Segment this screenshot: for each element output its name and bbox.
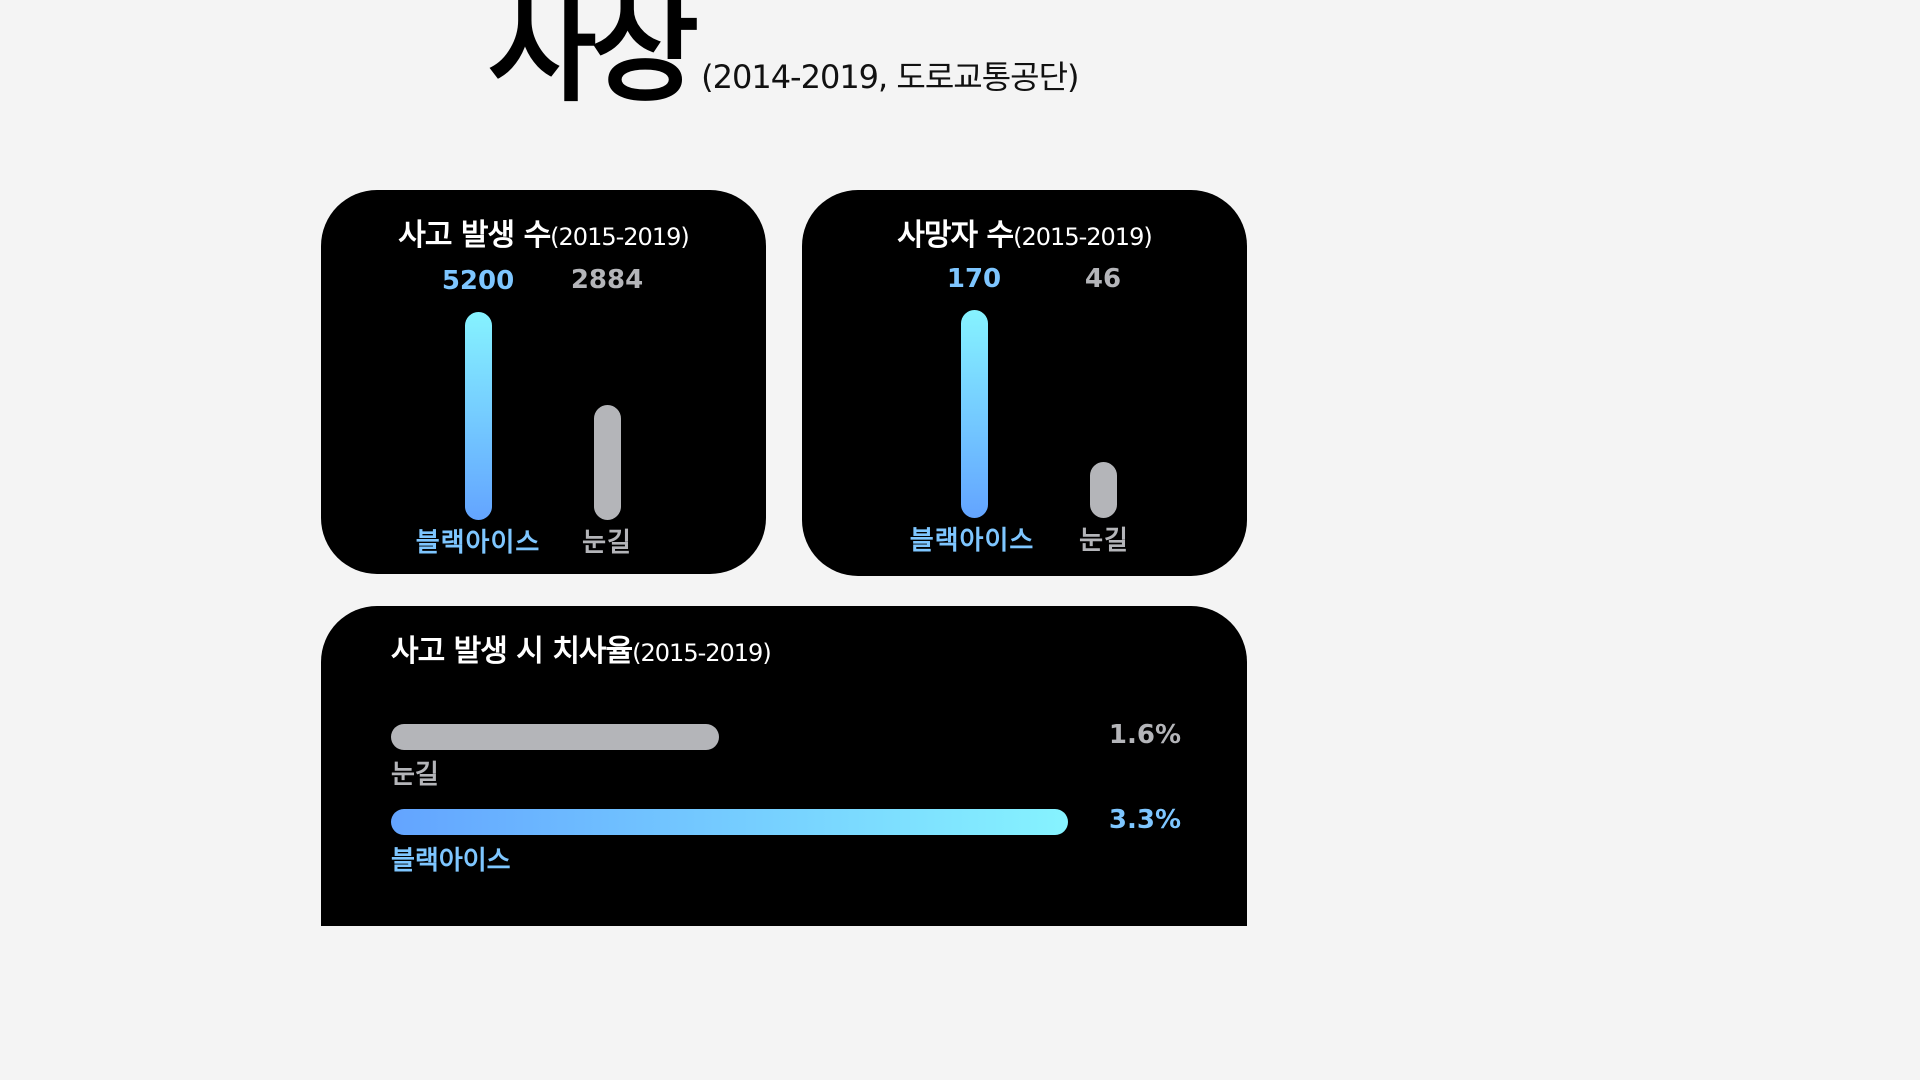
accident-count-category-snow-road: 눈길 (582, 528, 632, 558)
death-count-bar-black-ice (961, 310, 988, 518)
accident-count-bar-black-ice (465, 312, 492, 520)
fatality-rate-title-period: (2015-2019) (632, 639, 772, 667)
accident-count-title-period: (2015-2019) (550, 223, 690, 251)
accident-count-title: 사고 발생 수(2015-2019) (321, 210, 766, 254)
accident-count-card: 사고 발생 수(2015-2019) 5200 2884 블랙아이스 눈길 (321, 190, 766, 574)
accident-count-bar-snow-road (594, 405, 621, 520)
fatality-rate-value-black-ice: 3.3% (1108, 805, 1181, 835)
death-count-value-snow-road: 46 (1084, 264, 1122, 294)
accident-count-value-snow-road: 2884 (570, 265, 644, 295)
accident-count-value-black-ice: 5200 (441, 266, 515, 296)
death-count-title-period: (2015-2019) (1013, 223, 1153, 251)
accident-count-category-black-ice: 블랙아이스 (415, 528, 541, 558)
death-count-title-main: 사망자 수 (897, 218, 1014, 253)
death-count-category-snow-road: 눈길 (1079, 526, 1129, 556)
page-heading: 사상 (2014-2019, 도로교통공단) (488, 0, 1080, 118)
death-count-title: 사망자 수(2015-2019) (802, 210, 1247, 254)
fatality-rate-card: 사고 발생 시 치사율(2015-2019) 1.6% 눈길 3.3% 블랙아이… (321, 606, 1247, 926)
page-title: 사상 (488, 0, 699, 118)
fatality-rate-category-black-ice: 블랙아이스 (391, 846, 511, 876)
death-count-bar-snow-road (1090, 462, 1117, 518)
fatality-rate-bar-black-ice (391, 809, 1068, 835)
death-count-value-black-ice: 170 (946, 264, 1002, 294)
death-count-category-black-ice: 블랙아이스 (909, 526, 1035, 556)
fatality-rate-title-main: 사고 발생 시 치사율 (391, 634, 633, 669)
accident-count-title-main: 사고 발생 수 (398, 218, 551, 253)
fatality-rate-category-snow-road: 눈길 (391, 760, 439, 790)
fatality-rate-value-snow-road: 1.6% (1108, 720, 1181, 750)
fatality-rate-bar-snow-road (391, 724, 719, 750)
death-count-card: 사망자 수(2015-2019) 170 46 블랙아이스 눈길 (802, 190, 1247, 576)
fatality-rate-title: 사고 발생 시 치사율(2015-2019) (391, 626, 772, 670)
page-subtitle: (2014-2019, 도로교통공단) (701, 57, 1079, 96)
